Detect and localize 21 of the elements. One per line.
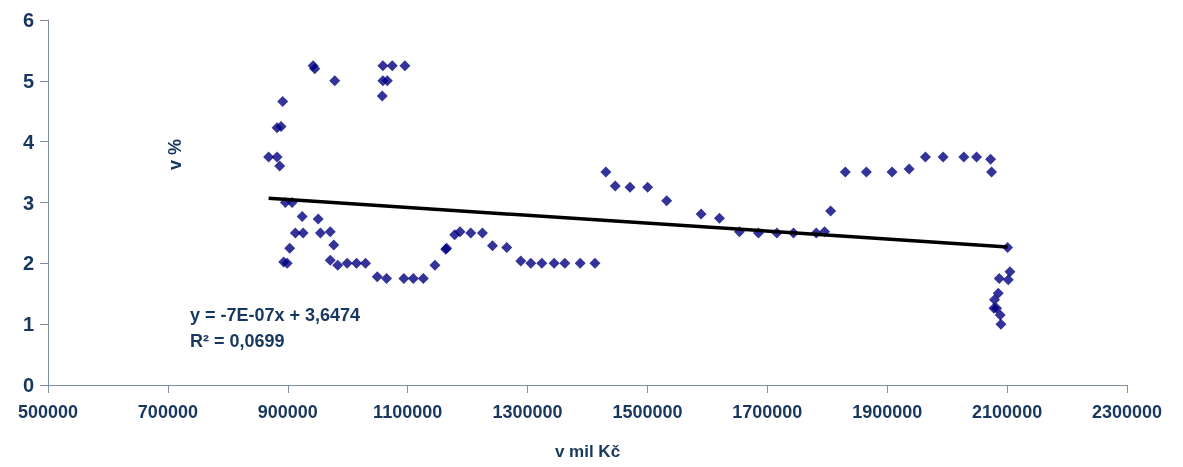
y-tick-label: 2 xyxy=(22,252,34,275)
annotation: y = -7E-07x + 3,6474 xyxy=(190,305,361,325)
x-tick-label: 2300000 xyxy=(1091,402,1163,422)
x-tick-label: 1900000 xyxy=(852,402,923,422)
x-tick-label: 1700000 xyxy=(732,402,803,422)
x-tick-label: 700000 xyxy=(137,402,198,422)
y-tick-label: 6 xyxy=(22,9,34,31)
annotation: R² = 0,0699 xyxy=(190,331,285,351)
y-tick-label: 4 xyxy=(22,130,35,153)
y-tick-label: 0 xyxy=(22,374,34,396)
x-tick-label: 1500000 xyxy=(612,402,683,422)
x-tick-label: 2100000 xyxy=(972,402,1043,422)
y-tick-label: 5 xyxy=(22,69,34,92)
x-tick-label: 1300000 xyxy=(492,402,563,422)
x-tick-label: 900000 xyxy=(257,402,318,422)
y-axis-title: v % xyxy=(165,138,185,170)
y-tick-label: 1 xyxy=(22,313,34,336)
x-tick-label: 1100000 xyxy=(373,402,443,422)
x-tick-label: 500000 xyxy=(17,402,79,422)
x-axis-title: v mil Kč xyxy=(554,442,621,461)
y-tick-label: 3 xyxy=(22,191,34,214)
